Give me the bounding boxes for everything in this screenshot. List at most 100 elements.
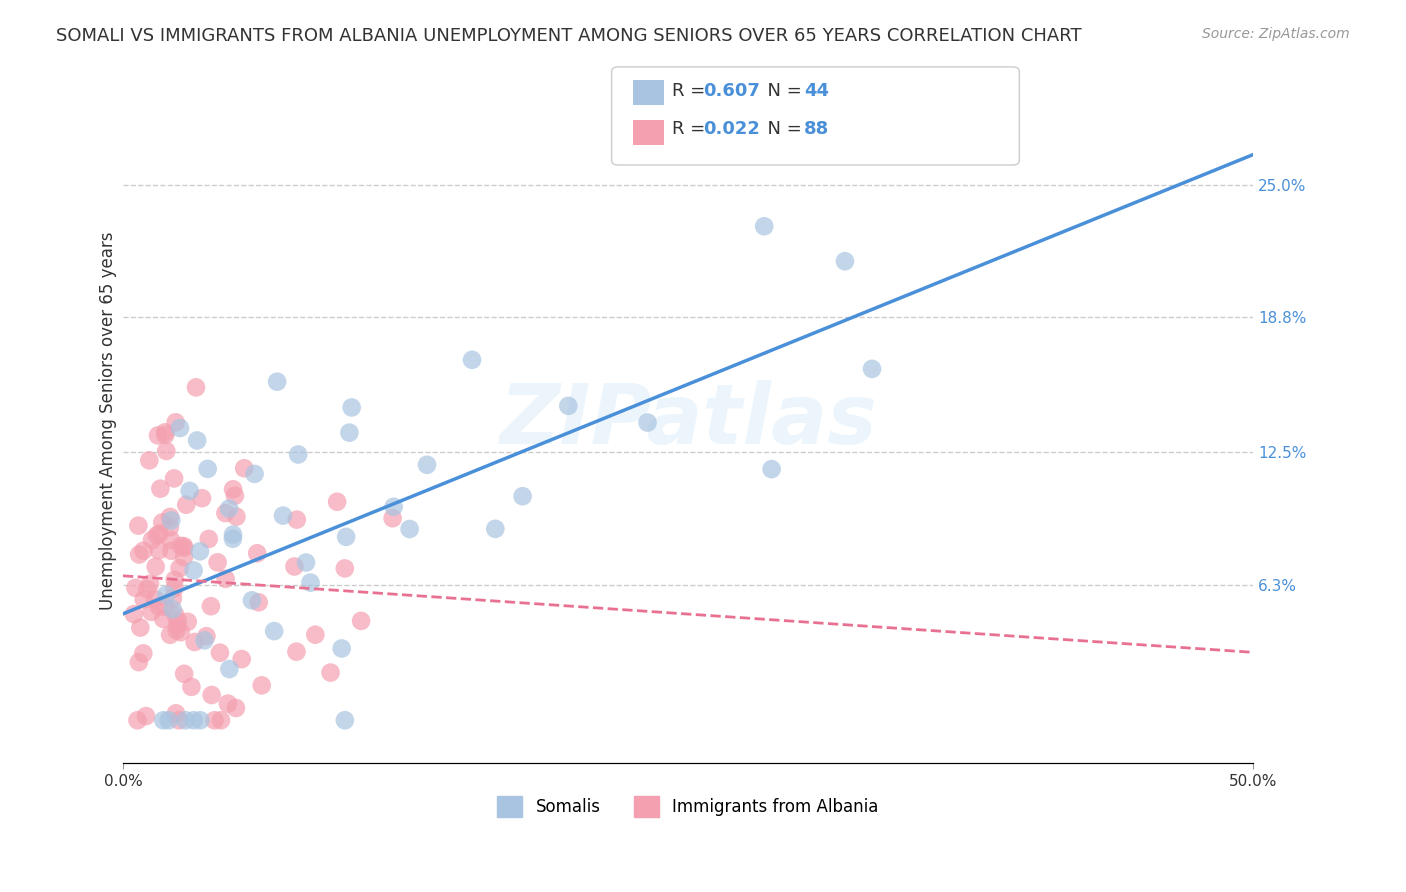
Point — [250, 678, 273, 692]
Point — [153, 599, 176, 614]
Point — [191, 491, 214, 506]
Point — [860, 362, 883, 376]
Point — [225, 701, 247, 715]
Point — [159, 509, 181, 524]
Point — [299, 575, 322, 590]
Point — [141, 605, 163, 619]
Point — [127, 518, 149, 533]
Point — [266, 375, 288, 389]
Point — [339, 425, 361, 440]
Point — [754, 219, 776, 234]
Point — [159, 628, 181, 642]
Point — [246, 546, 269, 560]
Point — [166, 624, 188, 638]
Point — [127, 713, 149, 727]
Point — [416, 458, 439, 472]
Point — [180, 680, 202, 694]
Point — [177, 615, 200, 629]
Point — [197, 462, 219, 476]
Point — [129, 621, 152, 635]
Point — [484, 522, 506, 536]
Point — [333, 561, 356, 575]
Point — [340, 401, 363, 415]
Point — [557, 399, 579, 413]
Point — [159, 520, 181, 534]
Point — [285, 645, 308, 659]
Point — [271, 508, 294, 523]
Point — [186, 434, 208, 448]
Point — [179, 483, 201, 498]
Point — [163, 471, 186, 485]
Point — [153, 425, 176, 440]
Point — [173, 550, 195, 565]
Point — [207, 555, 229, 569]
Point — [398, 522, 420, 536]
Point — [148, 599, 170, 614]
Point — [231, 652, 253, 666]
Point — [214, 572, 236, 586]
Point — [166, 614, 188, 628]
Point — [173, 541, 195, 555]
Point — [183, 563, 205, 577]
Point — [157, 713, 180, 727]
Point — [461, 352, 484, 367]
Point — [148, 543, 170, 558]
Point — [834, 254, 856, 268]
Point — [174, 498, 197, 512]
Point — [132, 646, 155, 660]
Point — [146, 528, 169, 542]
Point — [350, 614, 373, 628]
Point — [155, 428, 177, 442]
Point — [124, 581, 146, 595]
Point — [173, 539, 195, 553]
Point — [132, 543, 155, 558]
Point — [132, 592, 155, 607]
Point — [218, 662, 240, 676]
Point — [240, 593, 263, 607]
Point — [330, 641, 353, 656]
Point — [155, 588, 177, 602]
Text: N =: N = — [756, 82, 808, 100]
Point — [145, 559, 167, 574]
Point — [152, 612, 174, 626]
Point — [188, 713, 211, 727]
Point — [122, 607, 145, 622]
Point — [169, 561, 191, 575]
Point — [197, 532, 219, 546]
Point — [263, 624, 285, 639]
Point — [128, 548, 150, 562]
Point — [170, 625, 193, 640]
Point — [160, 544, 183, 558]
Text: 0.607: 0.607 — [703, 82, 759, 100]
Text: SOMALI VS IMMIGRANTS FROM ALBANIA UNEMPLOYMENT AMONG SENIORS OVER 65 YEARS CORRE: SOMALI VS IMMIGRANTS FROM ALBANIA UNEMPL… — [56, 27, 1081, 45]
Point — [209, 713, 232, 727]
Point — [169, 421, 191, 435]
Point — [148, 526, 170, 541]
Point — [193, 633, 215, 648]
Point — [195, 629, 218, 643]
Point — [163, 573, 186, 587]
Point — [183, 635, 205, 649]
Point — [200, 599, 222, 614]
Point — [222, 527, 245, 541]
Point — [326, 495, 349, 509]
Y-axis label: Unemployment Among Seniors over 65 years: Unemployment Among Seniors over 65 years — [100, 231, 117, 609]
Point — [283, 559, 305, 574]
Point — [382, 500, 405, 514]
Text: R =: R = — [672, 82, 711, 100]
Point — [243, 467, 266, 481]
Point — [162, 591, 184, 606]
Point — [233, 461, 256, 475]
Text: R =: R = — [672, 120, 711, 138]
Point — [381, 511, 404, 525]
Point — [247, 595, 270, 609]
Point — [304, 628, 326, 642]
Point — [139, 576, 162, 591]
Point — [162, 602, 184, 616]
Point — [183, 713, 205, 727]
Point — [150, 516, 173, 530]
Point — [174, 713, 197, 727]
Point — [135, 709, 157, 723]
Text: N =: N = — [756, 120, 808, 138]
Point — [163, 581, 186, 595]
